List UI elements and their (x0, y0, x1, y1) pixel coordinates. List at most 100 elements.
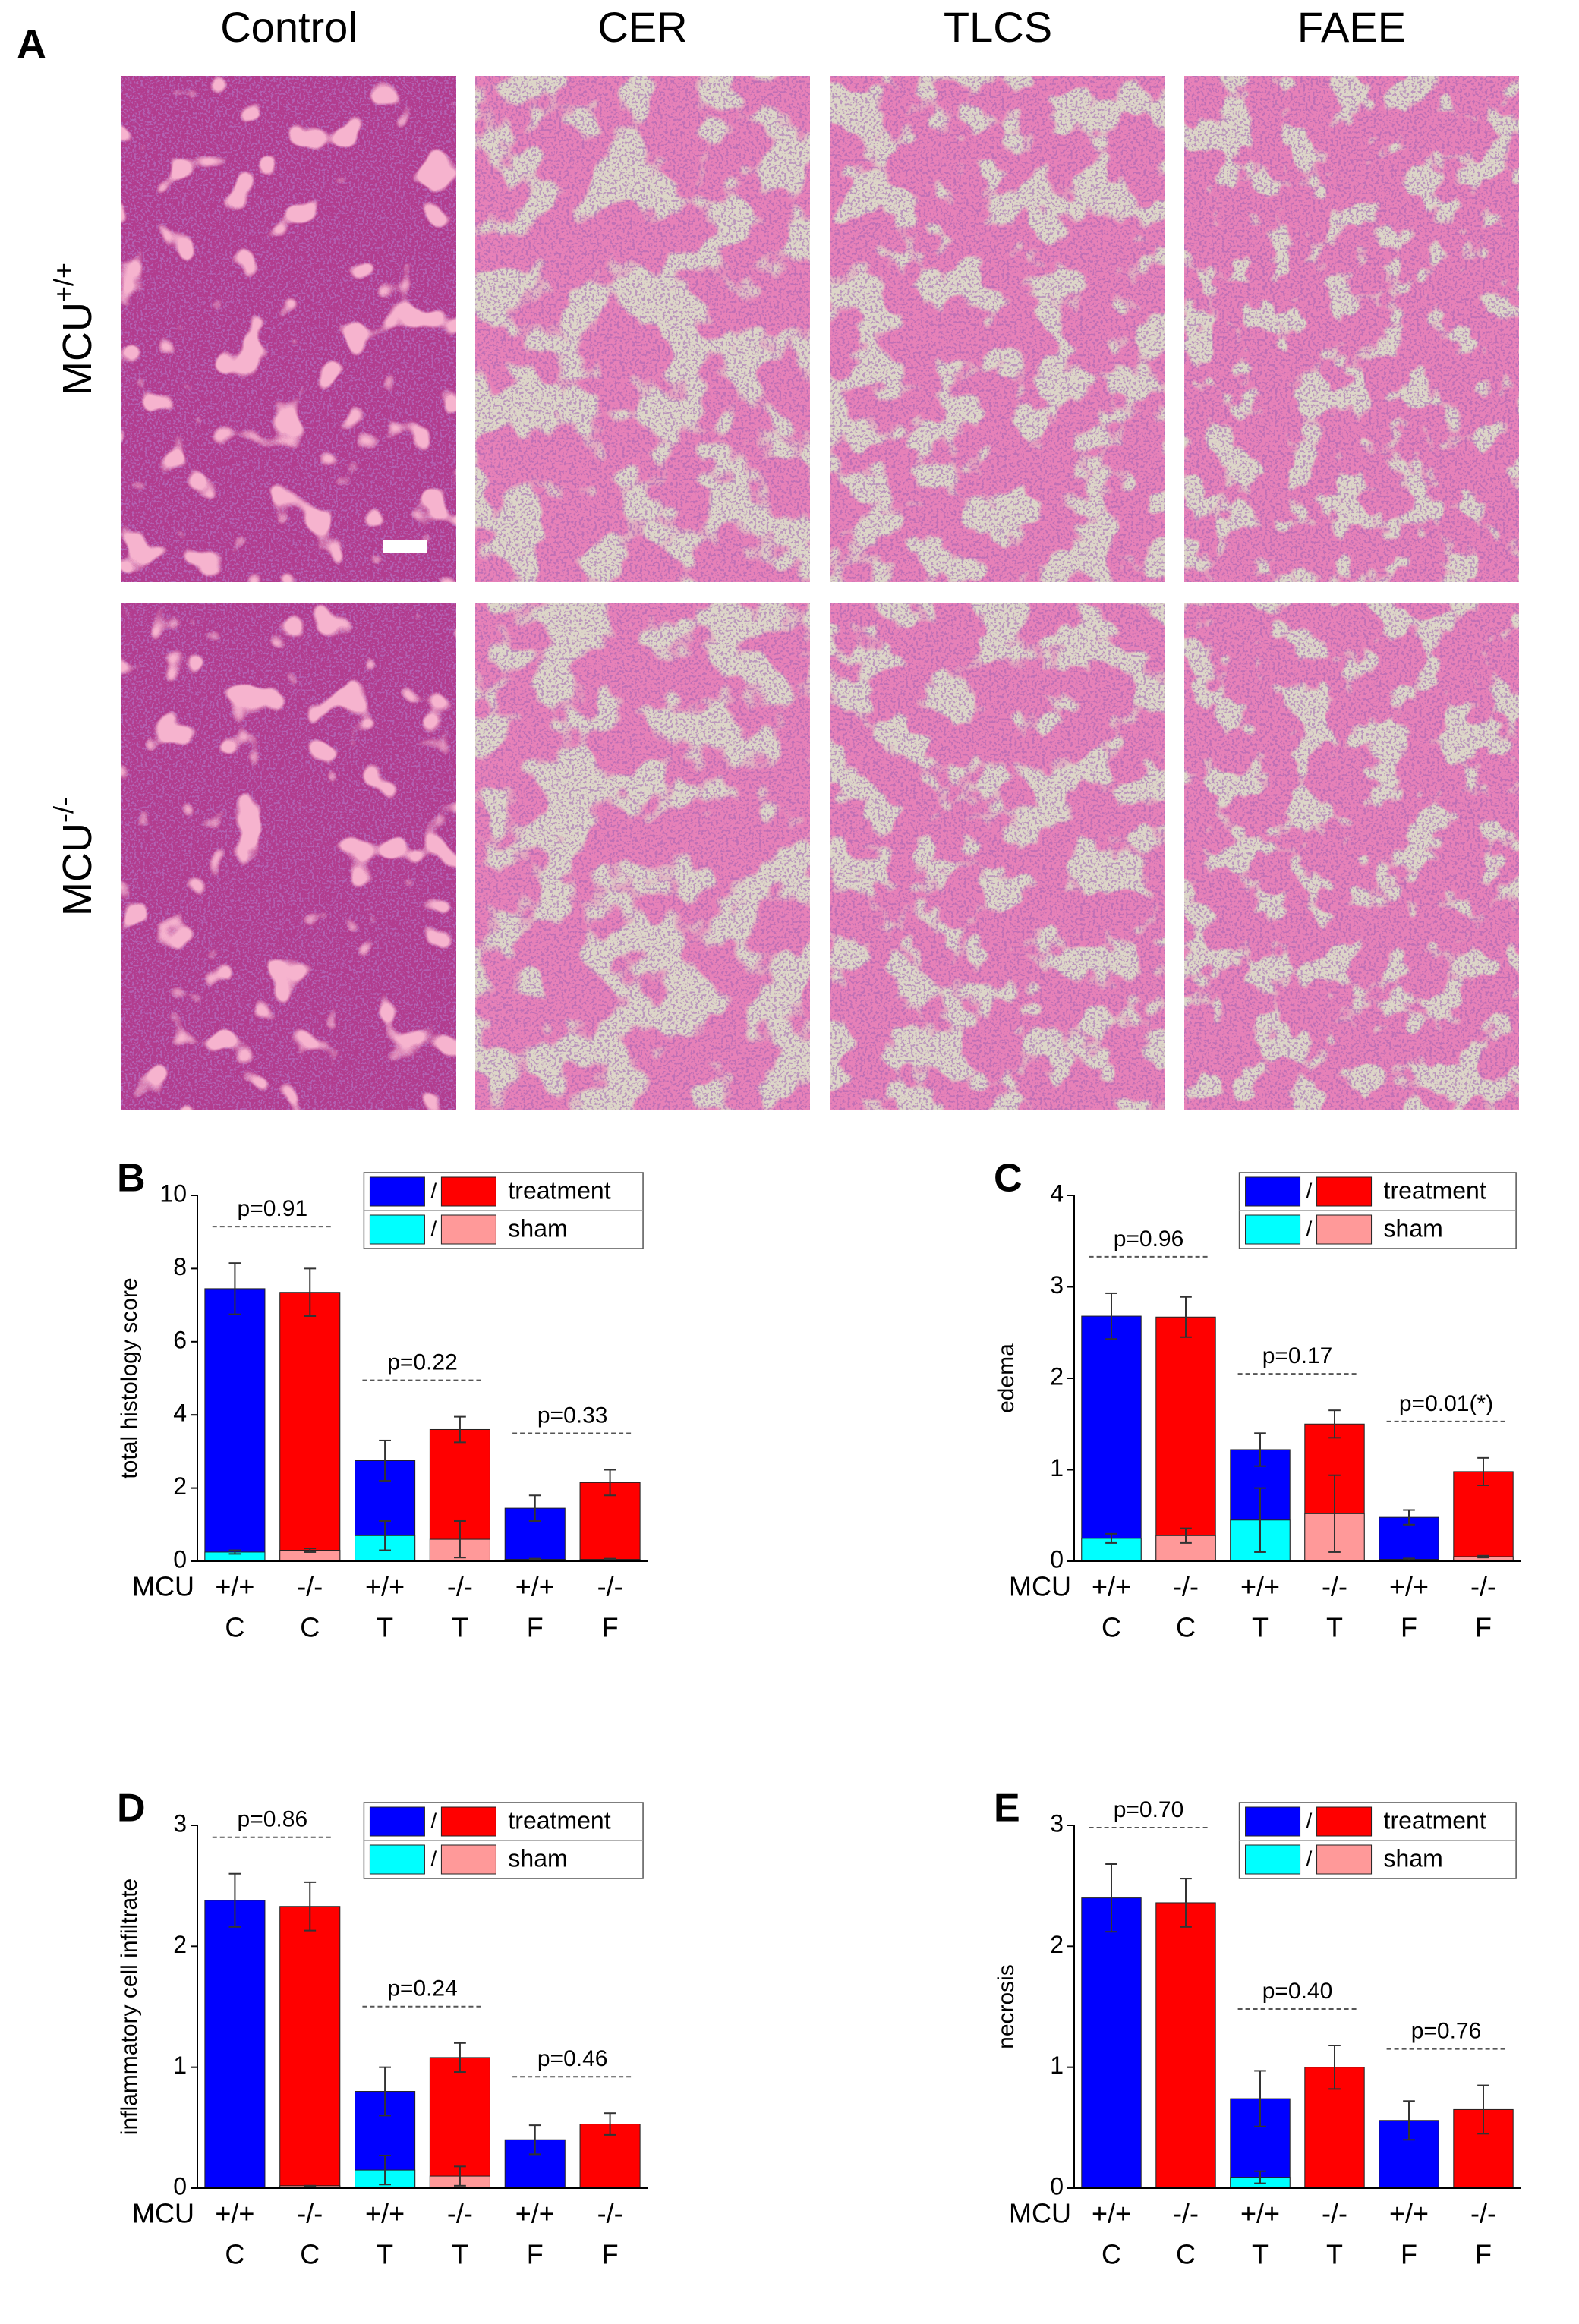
error-bar (604, 2112, 616, 2136)
panel-label: C (994, 1157, 1023, 1201)
error-bar (379, 1519, 391, 1551)
legend-label: sham (1384, 1844, 1443, 1872)
x-tick-label: T (377, 1612, 393, 1643)
y-tick-label: 2 (1050, 1931, 1064, 1958)
legend-separator: / (430, 1217, 437, 1240)
x-tick-label: +/+ (365, 1571, 405, 1602)
legend-swatch (1245, 1844, 1301, 1875)
x-tick-label: C (225, 1612, 244, 1643)
treatment-bar (279, 1906, 341, 2189)
x-tick-label: -/- (297, 2198, 323, 2229)
treatment-bar (1155, 1902, 1216, 2189)
column-header: Control (220, 3, 358, 51)
treatment-bar (1453, 1471, 1514, 1562)
x-tick-label: F (1401, 2239, 1417, 2270)
x-tick-label: -/- (597, 2198, 623, 2229)
legend-label: sham (508, 1214, 567, 1242)
p-value: p=0.24 (387, 1976, 458, 2001)
p-value: p=0.46 (537, 2046, 608, 2071)
error-bar (1328, 1409, 1341, 1439)
error-bar (604, 1469, 616, 1497)
error-bar (1180, 1296, 1192, 1338)
p-value: p=0.70 (1114, 1797, 1184, 1822)
p-value: p=0.91 (238, 1196, 308, 1221)
error-bar (1477, 1456, 1489, 1486)
x-tick-label: +/+ (1240, 1571, 1280, 1602)
histology-image (1184, 603, 1519, 1110)
legend-separator: / (430, 1809, 437, 1832)
error-bar (228, 1872, 241, 1928)
p-value: p=0.76 (1411, 2018, 1482, 2043)
error-bar (1477, 2084, 1489, 2135)
legend-label: sham (1384, 1214, 1443, 1242)
error-bar (1105, 1532, 1117, 1544)
y-tick-label: 0 (1050, 1545, 1064, 1573)
error-bar (454, 2165, 466, 2187)
y-tick-label: 10 (159, 1179, 187, 1207)
x-tick-label: T (1252, 1612, 1269, 1643)
p-value: p=0.96 (1114, 1227, 1184, 1252)
x-tick-label: -/- (447, 2198, 473, 2229)
x-tick-label: C (1102, 1612, 1121, 1643)
legend-swatch (369, 1806, 425, 1837)
error-bar (528, 2124, 541, 2156)
x-tick-label: F (1401, 1612, 1417, 1643)
x-tick-label: +/+ (1240, 2198, 1280, 2229)
p-value: p=0.17 (1262, 1343, 1333, 1368)
legend-swatch (440, 1844, 496, 1875)
error-bar (1105, 1863, 1117, 1933)
y-axis-label: necrosis (994, 1964, 1019, 2049)
x-tick-label: -/- (1470, 1571, 1496, 1602)
error-bar (528, 1494, 541, 1522)
column-header: CER (597, 3, 687, 51)
legend-swatch (440, 1176, 496, 1207)
p-value: p=0.40 (1262, 1979, 1333, 2004)
panel-label: E (994, 1787, 1020, 1831)
x-tick-label: -/- (1322, 2198, 1347, 2229)
p-value: p=0.86 (238, 1807, 308, 1832)
x-tick-label: C (300, 2239, 320, 2270)
error-bar (454, 1415, 466, 1444)
column-header: FAEE (1297, 3, 1406, 51)
legend-swatch (1245, 1214, 1301, 1245)
x-tick-label: T (452, 2239, 468, 2270)
legend-separator: / (430, 1847, 437, 1870)
legend-swatch (440, 1214, 496, 1245)
legend-separator: / (1306, 1809, 1313, 1832)
error-bar (379, 2066, 391, 2117)
error-bar (454, 2042, 466, 2074)
error-bar (1328, 2044, 1341, 2090)
y-tick-label: 1 (173, 2052, 187, 2079)
row-label: MCU-/- (48, 797, 101, 916)
histology-image (475, 603, 810, 1110)
y-tick-label: 3 (1050, 1271, 1064, 1299)
y-tick-label: 2 (173, 1472, 187, 1500)
x-tick-label: F (602, 2239, 619, 2270)
y-tick-label: 8 (173, 1253, 187, 1280)
treatment-bar (1081, 1315, 1142, 1562)
error-bar (1477, 1554, 1489, 1559)
x-tick-label: +/+ (515, 2198, 555, 2229)
error-bar (1403, 1509, 1415, 1526)
y-tick-label: 2 (173, 1931, 187, 1958)
x-tick-label: F (527, 1612, 544, 1643)
legend-swatch (1316, 1176, 1373, 1207)
legend-label: treatment (1384, 1176, 1486, 1204)
y-tick-label: 3 (1050, 1809, 1064, 1837)
x-tick-label: C (1176, 2239, 1196, 2270)
x-tick-label: T (377, 2239, 393, 2270)
y-axis-label: total histology score (117, 1277, 142, 1478)
legend-label: treatment (508, 1176, 610, 1204)
x-row-label: MCU (1009, 2198, 1071, 2229)
x-tick-label: -/- (597, 1571, 623, 1602)
legend-separator: / (1306, 1217, 1313, 1240)
y-tick-label: 0 (173, 1545, 187, 1573)
treatment-bar (1081, 1897, 1142, 2189)
error-bar (228, 1549, 241, 1555)
histology-image (830, 76, 1165, 582)
legend-separator: / (1306, 1847, 1313, 1870)
y-tick-label: 4 (1050, 1179, 1064, 1207)
p-value: p=0.33 (537, 1403, 608, 1428)
x-tick-label: T (1326, 2239, 1343, 2270)
x-tick-label: C (1102, 2239, 1121, 2270)
